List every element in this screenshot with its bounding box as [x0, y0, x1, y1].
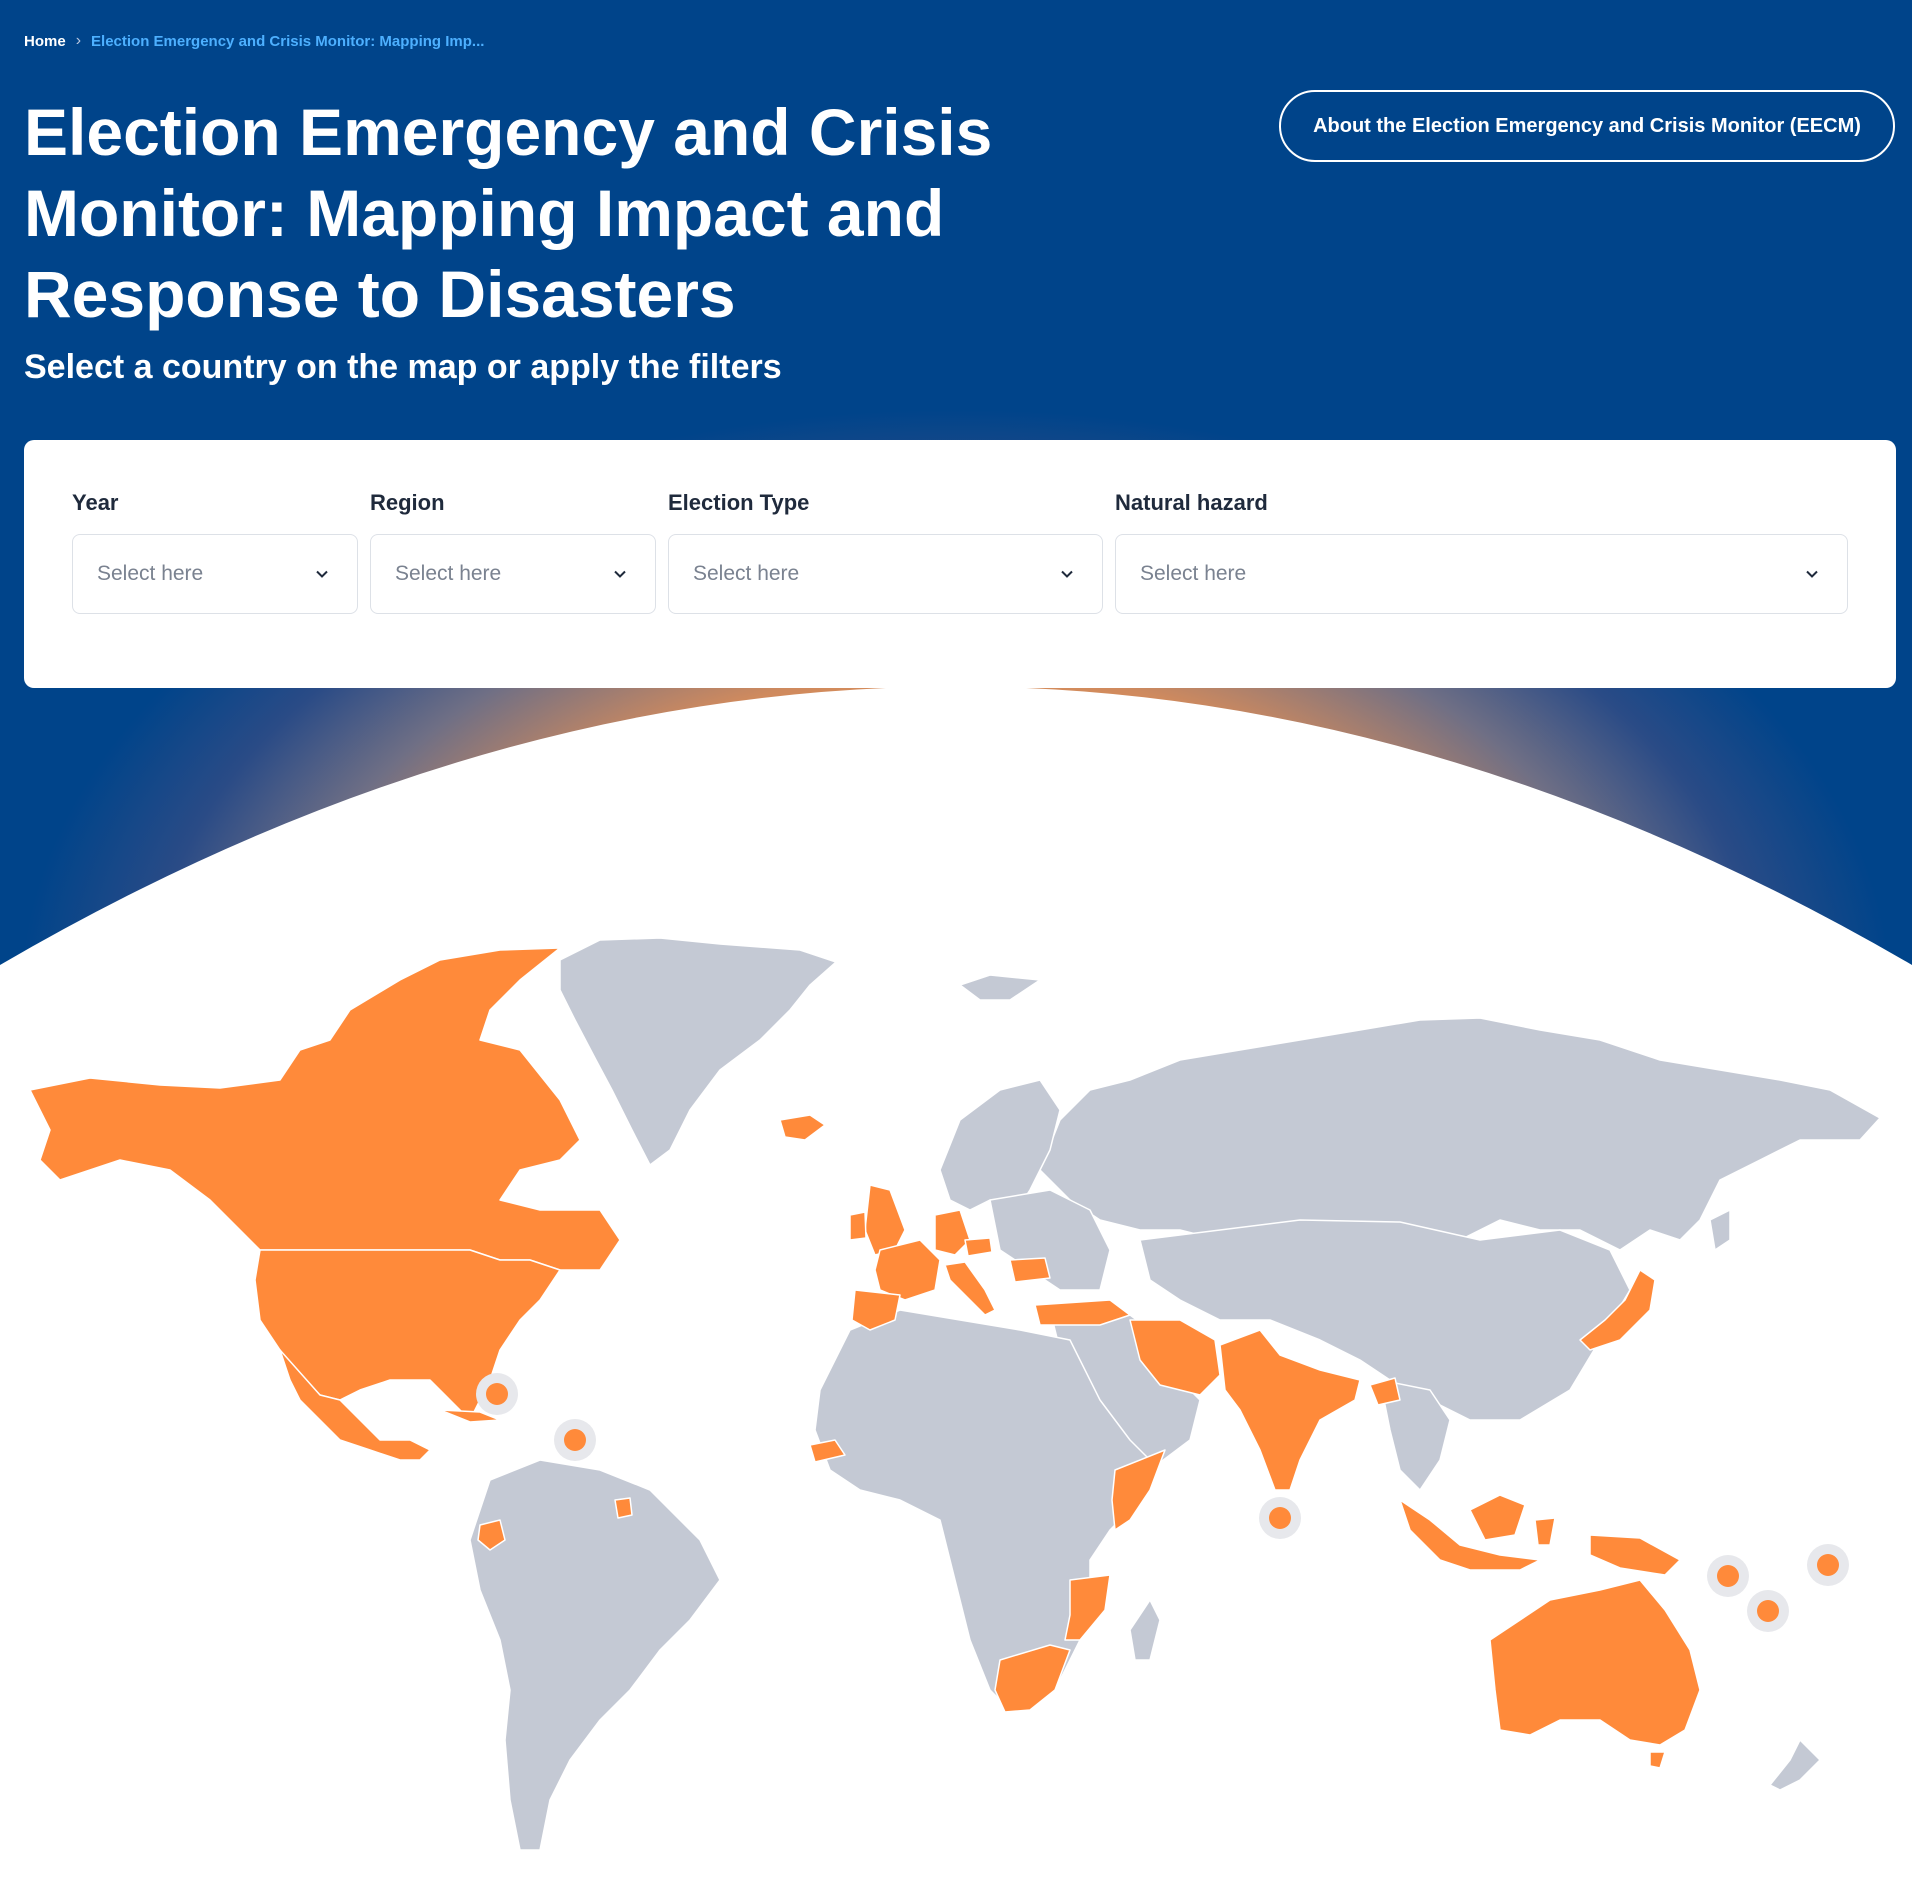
filter-natural-hazard: Natural hazard Select here — [1115, 490, 1848, 614]
country-europe-east[interactable] — [989, 1189, 1111, 1291]
country-ireland[interactable] — [849, 1211, 867, 1241]
country-iran[interactable] — [1129, 1319, 1221, 1396]
breadcrumb: Home › Election Emergency and Crisis Mon… — [24, 32, 484, 50]
country-tasmania[interactable] — [1649, 1751, 1666, 1769]
country-africa[interactable] — [814, 1309, 1151, 1711]
country-south-america[interactable] — [469, 1459, 721, 1851]
region-select-placeholder: Select here — [395, 562, 502, 585]
country-se-asia[interactable] — [1379, 1379, 1451, 1491]
country-sulawesi[interactable] — [1534, 1517, 1556, 1546]
country-greenland[interactable] — [559, 937, 837, 1166]
filter-election-type: Election Type Select here — [668, 490, 1103, 614]
region-select[interactable]: Select here — [370, 534, 656, 614]
country-czechia[interactable] — [964, 1237, 993, 1257]
year-select-placeholder: Select here — [97, 562, 204, 585]
country-romania[interactable] — [1009, 1257, 1051, 1283]
country-bangladesh[interactable] — [1369, 1377, 1401, 1406]
natural-hazard-select-placeholder: Select here — [1140, 562, 1247, 585]
filter-region: Region Select here — [370, 490, 656, 614]
page-title: Election Emergency and Crisis Monitor: M… — [24, 95, 993, 331]
map-marker[interactable] — [554, 1419, 596, 1461]
country-cuba[interactable] — [439, 1409, 501, 1423]
country-japan[interactable] — [1579, 1269, 1656, 1351]
chevron-down-icon — [316, 570, 328, 578]
world-map[interactable] — [0, 688, 1912, 1878]
map-marker[interactable] — [1707, 1555, 1749, 1597]
breadcrumb-current: Election Emergency and Crisis Monitor: M… — [91, 32, 485, 50]
year-select[interactable]: Select here — [72, 534, 358, 614]
country-france[interactable] — [874, 1239, 941, 1301]
filter-region-label: Region — [370, 490, 445, 515]
map-markers — [476, 1373, 1849, 1632]
country-russia[interactable] — [1039, 1017, 1881, 1251]
page-subtitle: Select a country on the map or apply the… — [24, 348, 782, 386]
country-scandinavia[interactable] — [939, 1079, 1061, 1221]
country-china-region[interactable] — [1139, 1219, 1631, 1421]
election-type-select[interactable]: Select here — [668, 534, 1103, 614]
country-pakistan-india[interactable] — [1219, 1329, 1361, 1491]
map-marker[interactable] — [1747, 1590, 1789, 1632]
filter-natural-hazard-label: Natural hazard — [1115, 490, 1268, 515]
election-type-select-placeholder: Select here — [693, 562, 800, 585]
country-new-zealand[interactable] — [1769, 1739, 1821, 1791]
country-south-africa[interactable] — [994, 1644, 1071, 1713]
country-mozambique[interactable] — [1064, 1574, 1111, 1641]
breadcrumb-home-link[interactable]: Home — [24, 32, 66, 50]
filter-year-label: Year — [72, 490, 119, 515]
country-turkey[interactable] — [1034, 1299, 1131, 1326]
chevron-right-icon: › — [75, 32, 82, 49]
chevron-down-icon — [1806, 570, 1818, 578]
chevron-down-icon — [614, 570, 626, 578]
country-borneo[interactable] — [1469, 1494, 1526, 1541]
about-eecm-button[interactable]: About the Election Emergency and Crisis … — [1279, 90, 1895, 162]
chevron-down-icon — [1061, 570, 1073, 578]
natural-hazard-select[interactable]: Select here — [1115, 534, 1848, 614]
map-marker[interactable] — [1807, 1544, 1849, 1586]
country-svalbard[interactable] — [959, 974, 1041, 1001]
filter-panel: Year Select here Region Select here Elec… — [24, 440, 1896, 688]
country-japan-isle[interactable] — [1709, 1209, 1731, 1251]
filter-election-type-label: Election Type — [668, 490, 810, 515]
country-indonesia[interactable] — [1399, 1499, 1541, 1571]
country-canada[interactable] — [29, 947, 621, 1271]
map-marker[interactable] — [476, 1373, 518, 1415]
country-ecuador[interactable] — [477, 1519, 506, 1551]
country-somalia[interactable] — [1111, 1449, 1166, 1531]
country-iceland[interactable] — [779, 1114, 826, 1141]
country-italy[interactable] — [944, 1261, 996, 1316]
country-mexico[interactable] — [279, 1349, 431, 1461]
filter-year: Year Select here — [72, 490, 358, 614]
country-germany[interactable] — [934, 1209, 971, 1256]
map-marker[interactable] — [1259, 1497, 1301, 1539]
country-papua-new-guinea[interactable] — [1589, 1534, 1681, 1576]
country-guyana[interactable] — [614, 1497, 633, 1519]
country-senegal[interactable] — [809, 1439, 846, 1463]
country-australia[interactable] — [1489, 1579, 1701, 1746]
country-iberia[interactable] — [851, 1289, 901, 1331]
country-madagascar[interactable] — [1129, 1599, 1161, 1661]
